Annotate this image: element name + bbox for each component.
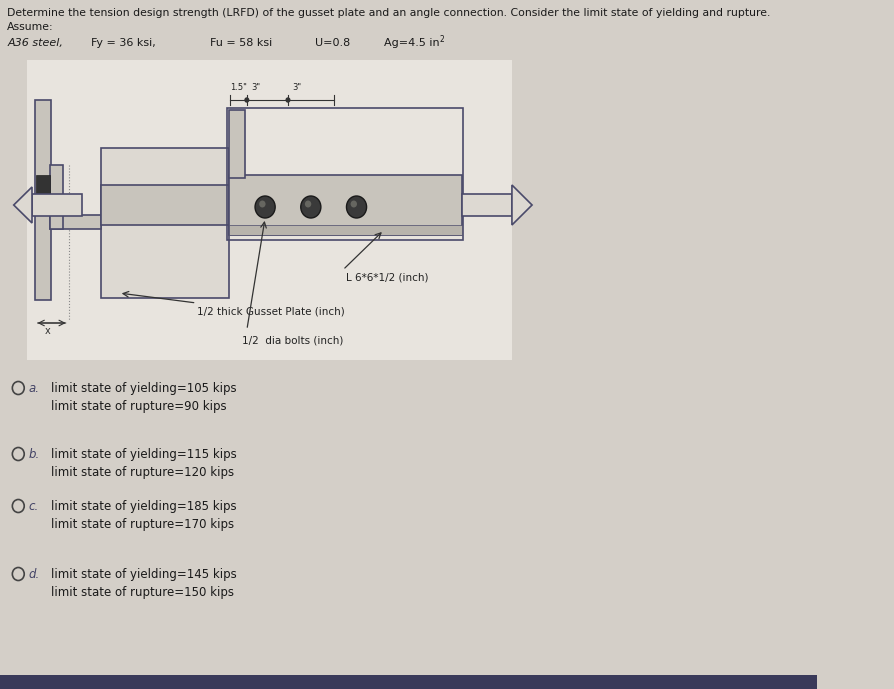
Text: Ag=4.5 in: Ag=4.5 in (384, 38, 440, 48)
Text: limit state of yielding=185 kips: limit state of yielding=185 kips (51, 500, 237, 513)
Bar (35, 100, 51, 300)
Text: 3": 3" (292, 83, 301, 92)
Text: limit state of rupture=90 kips: limit state of rupture=90 kips (51, 400, 227, 413)
Circle shape (305, 200, 311, 207)
Bar (0, 675, 817, 689)
Text: Fy = 36 ksi,: Fy = 36 ksi, (91, 38, 156, 48)
Bar (50, 215, 100, 229)
Bar (100, 185, 229, 225)
Text: b.: b. (29, 448, 39, 461)
Text: 2: 2 (440, 35, 444, 44)
Text: U=0.8: U=0.8 (316, 38, 350, 48)
Text: A36 steel,: A36 steel, (7, 38, 63, 48)
Bar (461, 194, 512, 216)
Text: L 6*6*1/2 (inch): L 6*6*1/2 (inch) (346, 272, 428, 282)
Text: Determine the tension design strength (LRFD) of the gusset plate and an angle co: Determine the tension design strength (L… (7, 8, 771, 18)
Text: 1/2 thick Gusset Plate (inch): 1/2 thick Gusset Plate (inch) (197, 306, 344, 316)
Bar (100, 148, 229, 298)
Circle shape (350, 200, 357, 207)
Text: limit state of rupture=120 kips: limit state of rupture=120 kips (51, 466, 234, 479)
Text: c.: c. (29, 500, 38, 513)
Text: 1/2  dia bolts (inch): 1/2 dia bolts (inch) (242, 335, 343, 345)
Text: limit state of rupture=150 kips: limit state of rupture=150 kips (51, 586, 234, 599)
Circle shape (286, 98, 290, 102)
Text: x: x (45, 326, 50, 336)
Circle shape (347, 196, 367, 218)
Bar (50, 165, 63, 229)
Text: limit state of yielding=145 kips: limit state of yielding=145 kips (51, 568, 237, 581)
Text: limit state of yielding=115 kips: limit state of yielding=115 kips (51, 448, 237, 461)
Bar (36, 175, 50, 210)
Circle shape (255, 196, 275, 218)
Text: Assume:: Assume: (7, 22, 54, 32)
Bar (229, 175, 461, 235)
Text: a.: a. (29, 382, 39, 395)
Text: 1.5": 1.5" (231, 83, 248, 92)
Circle shape (300, 196, 321, 218)
Bar (227, 108, 463, 240)
Text: 3": 3" (251, 83, 260, 92)
Bar (28, 60, 512, 360)
Bar (229, 110, 245, 178)
Circle shape (259, 200, 266, 207)
Text: Fu = 58 ksi: Fu = 58 ksi (210, 38, 273, 48)
Text: limit state of rupture=170 kips: limit state of rupture=170 kips (51, 518, 234, 531)
Circle shape (245, 98, 249, 102)
Text: limit state of yielding=105 kips: limit state of yielding=105 kips (51, 382, 237, 395)
Polygon shape (512, 185, 532, 225)
Bar (229, 225, 461, 235)
Bar (32, 194, 82, 216)
Polygon shape (13, 187, 32, 223)
Text: d.: d. (29, 568, 39, 581)
